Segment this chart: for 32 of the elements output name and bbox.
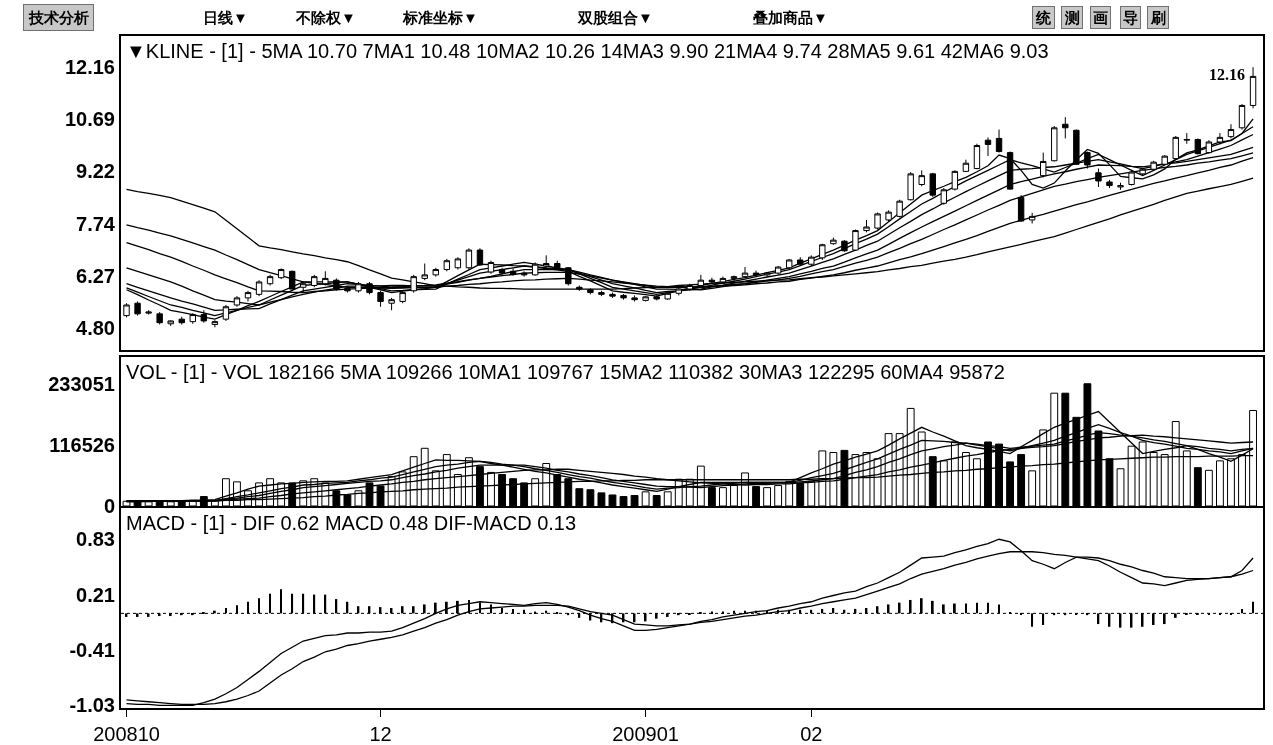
text: 日线▼ — [203, 9, 248, 26]
y-tick-label: 0.83 — [76, 528, 115, 551]
y-tick-label: 4.80 — [76, 317, 115, 340]
y-tick-label: 12.16 — [64, 56, 115, 79]
y-tick-label: 9.22 — [76, 160, 115, 183]
text: 测 — [1064, 9, 1080, 26]
x-tick-label: 200810 — [93, 723, 160, 745]
text: 技术分析 — [28, 9, 89, 26]
chart-title: ▼KLINE - [1] - 5MA 10.70 7MA1 10.48 10MA2 10.26 14MA3 9.90 21MA4 9.74 28MA5 9.61 42MA6 9.03 — [126, 40, 1049, 62]
x-tick-label: 12 — [369, 723, 392, 745]
annotation: 12.16 — [1209, 66, 1245, 83]
text: 双股组合▼ — [577, 9, 653, 26]
y-tick-label: 7.74 — [76, 212, 116, 235]
y-tick-label: 0 — [103, 495, 115, 517]
y-tick-label: 0.21 — [76, 583, 115, 606]
x-tick-label: 02 — [800, 723, 823, 745]
y-tick-label: 6.27 — [76, 264, 115, 287]
y-tick-label: 10.69 — [64, 108, 115, 131]
y-tick-label: -1.03 — [69, 694, 115, 717]
x-tick-label: 200901 — [612, 723, 679, 745]
chart-title: VOL - [1] - VOL 182166 5MA 109266 10MA1 109767 15MA2 110382 30MA3 122295 60MA4 95872 — [126, 361, 1005, 383]
text: 刷 — [1150, 9, 1166, 26]
text: 统 — [1035, 9, 1052, 26]
y-tick-label: 233051 — [48, 372, 115, 395]
text: 不除权▼ — [295, 9, 356, 26]
text: 画 — [1093, 9, 1108, 26]
y-tick-label: -0.41 — [69, 638, 115, 661]
text: 叠加商品▼ — [752, 9, 828, 26]
chart-title: MACD - [1] - DIF 0.62 MACD 0.48 DIF-MACD 0.13 — [126, 512, 577, 534]
y-tick-label: 116526 — [49, 433, 115, 456]
text: 标准坐标▼ — [402, 9, 478, 26]
text: 导 — [1123, 9, 1138, 26]
